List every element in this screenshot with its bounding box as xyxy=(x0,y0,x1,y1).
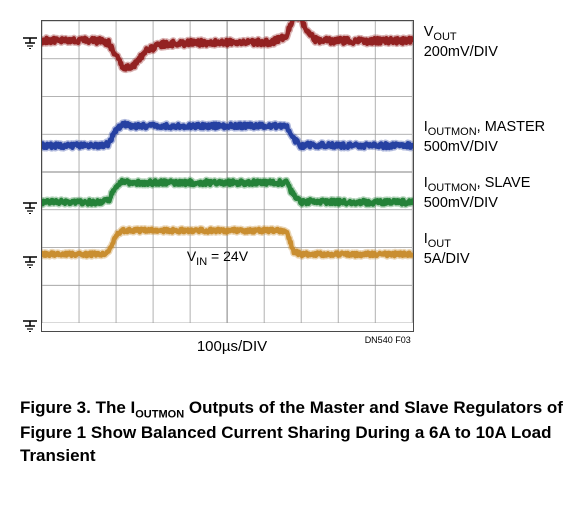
oscilloscope-plot: VIN = 24V DN540 F03 xyxy=(41,20,413,332)
ground-markers-column xyxy=(20,20,41,330)
trace-label: IOUTMON, SLAVE500mV/DIV xyxy=(424,175,531,212)
traces xyxy=(42,21,412,323)
ground-icon xyxy=(20,319,40,335)
ground-icon xyxy=(20,201,40,217)
trace-label: IOUT5A/DIV xyxy=(424,231,470,268)
ground-icon xyxy=(20,255,40,271)
trace-label: VOUT200mV/DIV xyxy=(424,24,498,61)
figure-caption: Figure 3. The IOUTMON Outputs of the Mas… xyxy=(20,397,565,468)
trace-labels-column: VOUT200mV/DIV IOUTMON, MASTER500mV/DIV IOU… xyxy=(414,20,565,330)
figure-tag: DN540 F03 xyxy=(365,335,411,345)
scope-figure: VIN = 24V DN540 F03 VOUT200mV/DIV IOUTMON… xyxy=(20,20,565,332)
ground-icon xyxy=(20,36,40,52)
vin-annotation: VIN = 24V xyxy=(187,248,248,268)
trace-label: IOUTMON, MASTER500mV/DIV xyxy=(424,119,545,156)
